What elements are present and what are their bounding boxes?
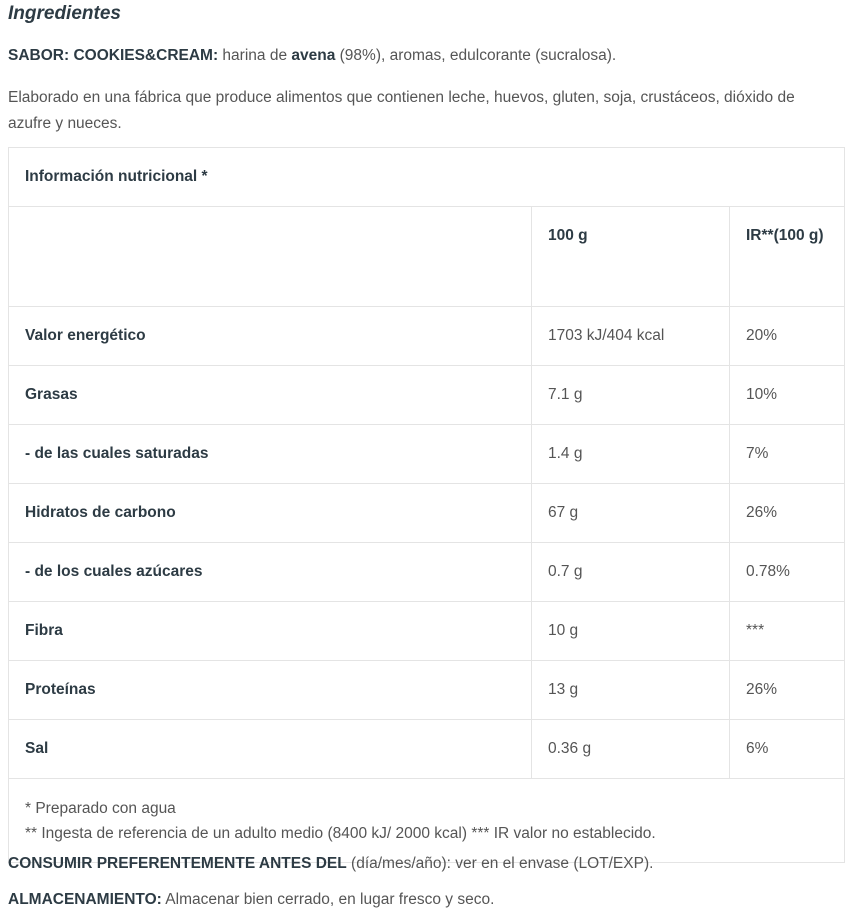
col-header-100g: 100 g bbox=[531, 206, 730, 307]
table-row: Sal 0.36 g 6% bbox=[8, 719, 845, 779]
storage: ALMACENAMIENTO: Almacenar bien cerrado, … bbox=[8, 891, 495, 908]
nutrient-value: 1703 kJ/404 kcal bbox=[531, 306, 730, 366]
flavor-ingredients: SABOR: COOKIES&CREAM: harina de avena (9… bbox=[8, 47, 617, 64]
nutrient-value: 7.1 g bbox=[531, 365, 730, 425]
nutrient-ir: 7% bbox=[729, 424, 845, 484]
nutrient-name: Grasas bbox=[8, 365, 532, 425]
table-row: Grasas 7.1 g 10% bbox=[8, 365, 845, 425]
nutrient-ir: 26% bbox=[729, 660, 845, 720]
table-footnotes: * Preparado con agua ** Ingesta de refere… bbox=[8, 778, 845, 863]
section-title: Ingredientes bbox=[8, 3, 121, 24]
nutrient-name: Hidratos de carbono bbox=[8, 483, 532, 543]
nutrient-ir: 26% bbox=[729, 483, 845, 543]
nutrition-table: Información nutricional * 100 g IR**(100 … bbox=[8, 147, 845, 863]
nutrient-value: 10 g bbox=[531, 601, 730, 661]
nutrient-value: 67 g bbox=[531, 483, 730, 543]
table-row: Valor energético 1703 kJ/404 kcal 20% bbox=[8, 306, 845, 366]
nutrient-name: - de los cuales azúcares bbox=[8, 542, 532, 602]
table-row: Proteínas 13 g 26% bbox=[8, 660, 845, 720]
col-header-ir: IR**(100 g) bbox=[729, 206, 845, 307]
nutrient-value: 0.7 g bbox=[531, 542, 730, 602]
nutrient-value: 0.36 g bbox=[531, 719, 730, 779]
nutrient-name: Proteínas bbox=[8, 660, 532, 720]
nutrient-ir: *** bbox=[729, 601, 845, 661]
nutrient-name: Valor energético bbox=[8, 306, 532, 366]
table-row: Fibra 10 g *** bbox=[8, 601, 845, 661]
nutrient-ir: 10% bbox=[729, 365, 845, 425]
table-row: - de los cuales azúcares 0.7 g 0.78% bbox=[8, 542, 845, 602]
nutrient-value: 1.4 g bbox=[531, 424, 730, 484]
nutrient-value: 13 g bbox=[531, 660, 730, 720]
allergen-notice: Elaborado en una fábrica que produce ali… bbox=[8, 89, 795, 132]
nutrient-name: - de las cuales saturadas bbox=[8, 424, 532, 484]
nutrient-name: Fibra bbox=[8, 601, 532, 661]
nutrient-ir: 6% bbox=[729, 719, 845, 779]
table-caption: Información nutricional * bbox=[8, 147, 845, 207]
nutrient-ir: 0.78% bbox=[729, 542, 845, 602]
table-row: Hidratos de carbono 67 g 26% bbox=[8, 483, 845, 543]
nutrient-ir: 20% bbox=[729, 306, 845, 366]
best-before: CONSUMIR PREFERENTEMENTE ANTES DEL (día/… bbox=[8, 855, 654, 872]
nutrient-name: Sal bbox=[8, 719, 532, 779]
table-row: - de las cuales saturadas 1.4 g 7% bbox=[8, 424, 845, 484]
